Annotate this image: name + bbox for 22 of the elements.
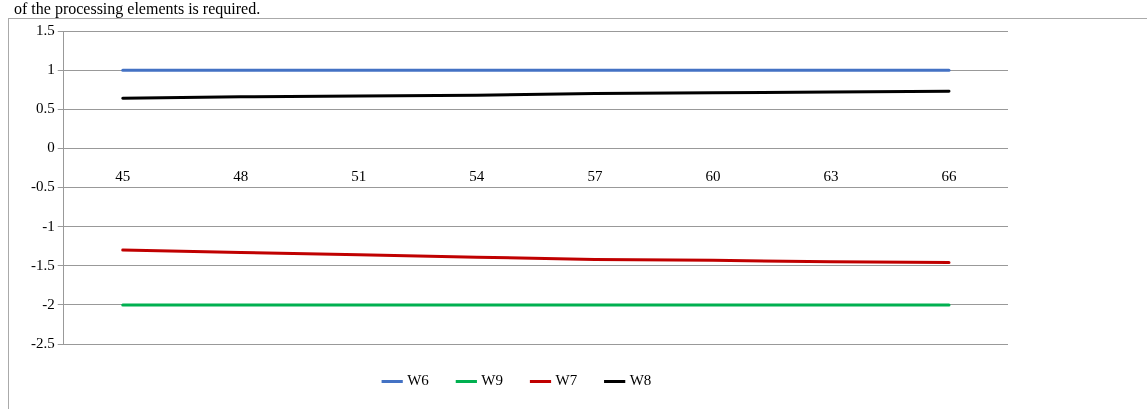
x-tick-label: 57 bbox=[587, 168, 603, 185]
x-tick-label: 54 bbox=[469, 168, 485, 185]
x-tick-label: 51 bbox=[351, 168, 367, 185]
y-tick-label: -2.5 bbox=[31, 334, 55, 351]
x-tick-label: 66 bbox=[941, 168, 957, 185]
x-tick-label: 63 bbox=[823, 168, 839, 185]
x-tick-label: 48 bbox=[233, 168, 249, 185]
y-tick-label: 1.5 bbox=[36, 21, 55, 38]
y-tick-label: -1.5 bbox=[31, 256, 55, 273]
x-tick-label: 60 bbox=[705, 168, 721, 185]
legend-label: W6 bbox=[407, 372, 430, 389]
y-tick-label: -2 bbox=[42, 295, 55, 312]
y-tick-label: -0.5 bbox=[31, 178, 55, 195]
legend-label: W8 bbox=[629, 372, 652, 389]
y-tick-label: -1 bbox=[42, 217, 55, 234]
legend-label: W9 bbox=[481, 372, 504, 389]
legend-label: W7 bbox=[555, 372, 578, 389]
y-tick-label: 0 bbox=[47, 139, 55, 156]
x-tick-label: 45 bbox=[115, 168, 131, 185]
y-tick-label: 1 bbox=[47, 61, 55, 78]
y-tick-label: 0.5 bbox=[36, 100, 55, 117]
text: of the processing elements is required. bbox=[14, 0, 261, 17]
